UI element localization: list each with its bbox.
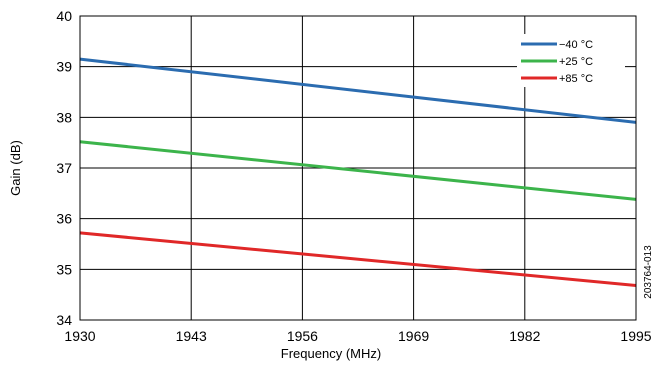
y-tick-labels: 34 35 36 37 38 39 40: [56, 8, 72, 328]
legend: −40 °C +25 °C +85 °C: [517, 34, 625, 87]
x-tick-label: 1943: [176, 328, 207, 344]
x-tick-label: 1969: [398, 328, 429, 344]
y-tick-label: 34: [56, 312, 72, 328]
series-line-2: [79, 231, 637, 287]
x-tick-label: 1930: [64, 328, 95, 344]
y-axis-title: Gain (dB): [8, 140, 23, 196]
legend-label-0: −40 °C: [559, 39, 593, 51]
x-tick-label: 1982: [509, 328, 540, 344]
y-tick-label: 35: [56, 261, 72, 277]
y-tick-label: 39: [56, 59, 72, 75]
x-tick-label: 1956: [287, 328, 318, 344]
figure-id-label: 203764-013: [643, 245, 654, 299]
x-tick-labels: 1930 1943 1956 1969 1982 1995: [64, 328, 651, 344]
plot-frame: [79, 15, 637, 321]
series-line-1: [79, 140, 637, 201]
x-axis-title: Frequency (MHz): [281, 346, 381, 361]
series-line-0: [79, 57, 637, 124]
y-tick-label: 38: [56, 109, 72, 125]
legend-label-2: +85 °C: [559, 73, 593, 85]
x-tick-label: 1995: [620, 328, 651, 344]
series-lines: [79, 57, 637, 287]
y-tick-label: 40: [56, 8, 72, 24]
y-tick-label: 37: [56, 160, 72, 176]
y-tick-label: 36: [56, 211, 72, 227]
legend-label-1: +25 °C: [559, 56, 593, 68]
